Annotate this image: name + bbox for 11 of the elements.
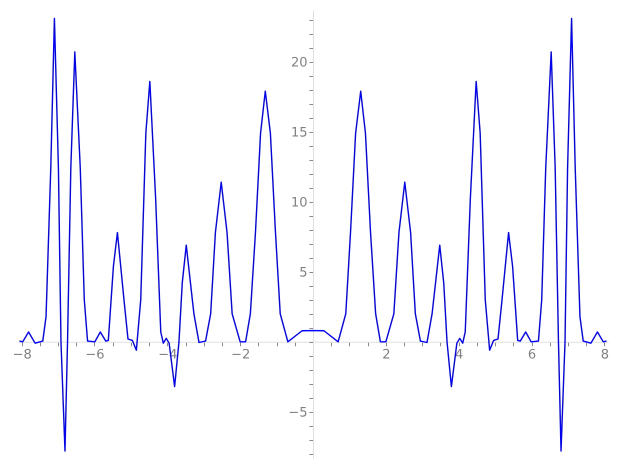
x-tick-label: −6 [85,347,105,362]
x-tick-label: 8 [600,347,609,362]
y-tick-label: 10 [290,195,308,210]
x-tick-label: 2 [382,347,390,362]
y-tick-label: 20 [290,55,308,70]
x-tick-label: 6 [528,347,536,362]
y-tick-label: 5 [299,265,308,280]
x-tick-label: −8 [12,347,32,362]
y-tick-label: −5 [288,405,308,420]
x-tick-label: −2 [231,347,250,362]
y-tick-label: 15 [290,125,308,140]
